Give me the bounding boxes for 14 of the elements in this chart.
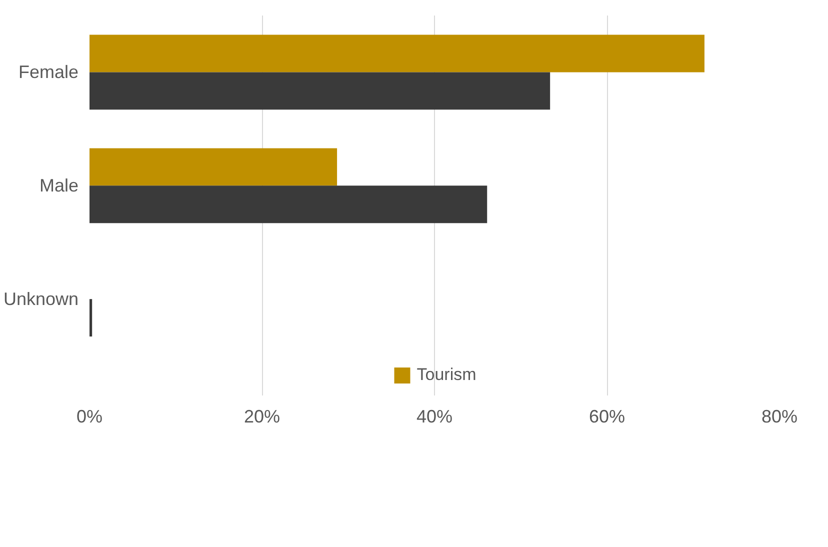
- x-tick-label: 40%: [416, 406, 453, 426]
- x-tick-label: 20%: [244, 406, 280, 426]
- bar: [90, 148, 338, 186]
- bar: [90, 72, 550, 110]
- x-tick-label: 60%: [588, 406, 626, 426]
- y-tick-label: Male: [39, 176, 78, 196]
- y-tick-label: Unknown: [3, 289, 79, 310]
- bar: [90, 34, 704, 72]
- x-tick-label: 0%: [76, 406, 103, 426]
- bar: [90, 186, 488, 224]
- x-tick-label: 80%: [761, 406, 798, 426]
- legend-label: Tourism: [416, 365, 476, 385]
- y-tick-label: Female: [18, 62, 79, 82]
- bar: [90, 299, 92, 337]
